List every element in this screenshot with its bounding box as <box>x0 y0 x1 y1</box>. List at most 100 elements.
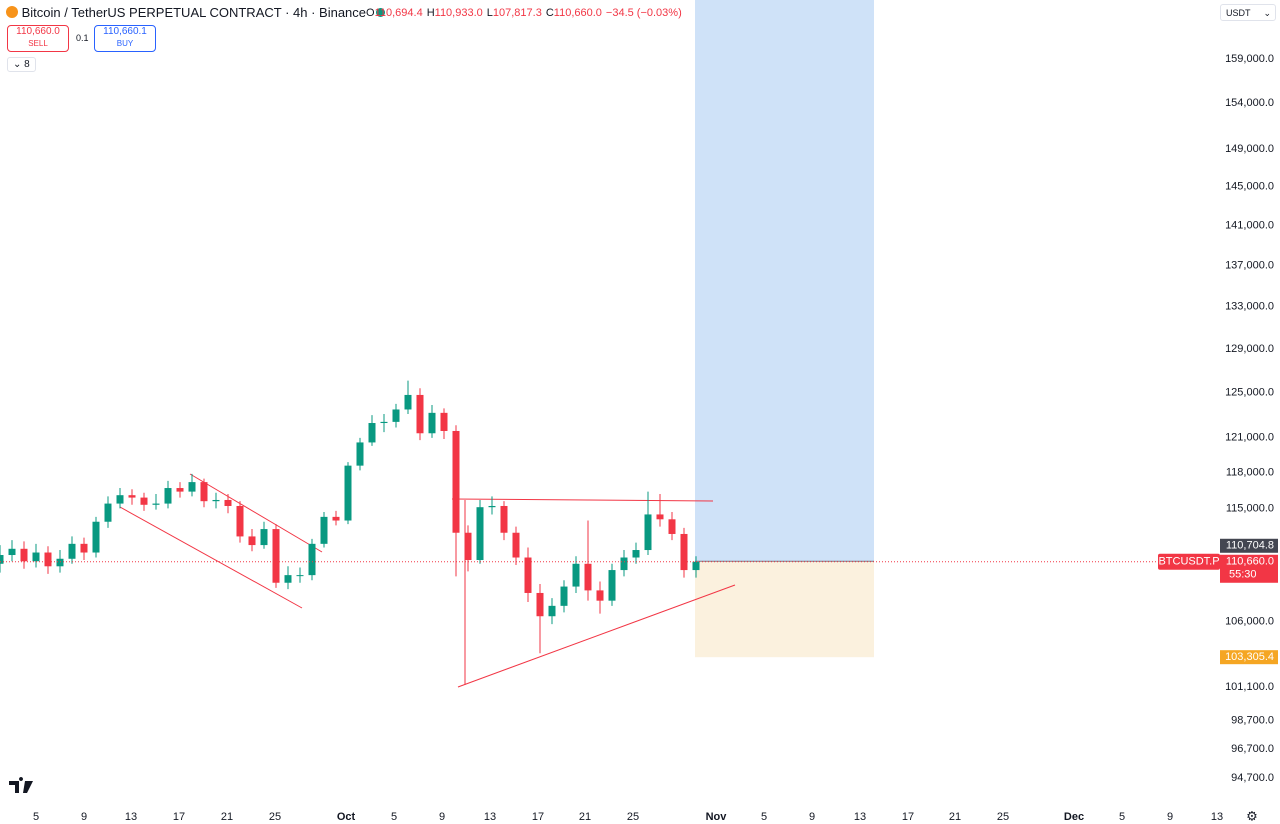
stop-zone <box>695 561 874 658</box>
candle-body <box>392 409 400 422</box>
candle-body <box>236 505 244 537</box>
candle-body <box>668 519 676 534</box>
candle-body <box>572 563 580 587</box>
candle-body <box>20 548 28 562</box>
x-tick-label: 21 <box>579 811 591 823</box>
settings-icon[interactable]: ⚙ <box>1246 808 1258 823</box>
ohlc-key: H <box>426 7 435 19</box>
candle-body <box>632 550 640 558</box>
ohlc-value: 107,817.3 <box>492 7 542 19</box>
x-tick-label: 25 <box>269 811 281 823</box>
stop-tag-box <box>1220 650 1278 665</box>
y-tick-label: 115,000.0 <box>1226 502 1274 514</box>
candle-body <box>212 499 220 502</box>
x-tick-label: 9 <box>1167 811 1173 823</box>
y-tick-label: 101,100.0 <box>1225 681 1274 693</box>
candle-body <box>164 488 172 504</box>
candle-body <box>80 543 88 553</box>
candle-body <box>128 495 136 498</box>
sell-label: SELL <box>28 39 48 48</box>
x-tick-label: 25 <box>627 811 639 823</box>
candle-body <box>416 394 424 434</box>
quantity[interactable]: 0.1 <box>76 33 89 43</box>
x-tick-label: 5 <box>33 811 39 823</box>
target-zone <box>695 0 874 562</box>
x-tick-label: 5 <box>761 811 767 823</box>
candle-body <box>332 516 340 521</box>
x-tick-label: Dec <box>1064 811 1084 823</box>
buy-button[interactable]: 110,660.1 BUY <box>94 25 156 52</box>
candle-body <box>512 532 520 558</box>
candle-body <box>116 495 124 504</box>
time-axis <box>0 800 1218 824</box>
y-tick-label: 94,700.0 <box>1231 772 1274 784</box>
candle-body <box>152 503 160 505</box>
ohlc-key: C <box>545 7 554 19</box>
candle-body <box>584 563 592 591</box>
candle-body <box>8 548 16 556</box>
x-tick-label: 17 <box>902 811 914 823</box>
candle-body <box>200 482 208 502</box>
entry-tag: 110,704.8 <box>1226 540 1274 552</box>
candle-body <box>488 505 496 508</box>
sell-price: 110,660.0 <box>16 26 60 37</box>
x-tick-label: 5 <box>391 811 397 823</box>
tv-logo <box>9 777 33 793</box>
candle-body <box>548 605 556 617</box>
candle-body <box>608 570 616 601</box>
candle-body <box>296 575 304 577</box>
candle-body <box>320 516 328 544</box>
symbol-logo <box>6 6 18 18</box>
candle-body <box>620 557 628 571</box>
currency-select[interactable]: USDT ⌄ <box>1220 4 1276 21</box>
candle-body <box>356 442 364 466</box>
candle-body <box>440 412 448 431</box>
market-status <box>375 8 385 17</box>
sell-button[interactable]: 110,660.0 SELL <box>7 25 69 52</box>
candle-body <box>248 536 256 546</box>
trendline <box>451 498 714 502</box>
trendline <box>189 473 323 553</box>
y-tick-label: 96,700.0 <box>1231 743 1274 755</box>
y-tick-label: 133,000.0 <box>1225 301 1274 313</box>
last-price-box <box>1220 554 1278 583</box>
trendline <box>119 506 303 609</box>
y-tick-label: 106,000.0 <box>1225 615 1274 627</box>
candle-body <box>32 552 40 562</box>
ohlc-value: 110,694.4 <box>374 7 423 19</box>
x-tick-label: 9 <box>81 811 87 823</box>
y-tick-label: 159,000.0 <box>1225 53 1274 65</box>
trendlines <box>119 473 736 688</box>
candle-body <box>0 555 4 564</box>
candle-body <box>524 557 532 593</box>
indicator-count: 8 <box>24 59 30 70</box>
x-tick-label: 17 <box>173 811 185 823</box>
candle-body <box>500 505 508 533</box>
symbol-name: Bitcoin / TetherUS PERPETUAL CONTRACT · … <box>21 5 367 20</box>
currency: USDT <box>1226 8 1251 18</box>
x-tick-label: 13 <box>125 811 137 823</box>
indicators-toggle[interactable]: ⌄ 8 <box>7 57 36 72</box>
candle-body <box>260 529 268 546</box>
candle-body <box>404 394 412 410</box>
y-tick-label: 118,000.0 <box>1226 467 1274 479</box>
x-tick-label: 5 <box>1119 811 1125 823</box>
y-tick-label: 125,000.0 <box>1225 387 1274 399</box>
countdown: 55:30 <box>1229 569 1257 581</box>
last-price-tag: 110,660.0 <box>1226 556 1274 568</box>
x-tick-label: 21 <box>949 811 961 823</box>
x-tick-label: 13 <box>1211 811 1223 823</box>
candle-body <box>308 543 316 576</box>
candle-body <box>428 412 436 434</box>
ohlc-key: L <box>486 7 493 19</box>
symbol-tag: BTCUSDT.P <box>1158 556 1219 568</box>
candle-body <box>104 503 112 522</box>
candle-body <box>464 532 472 561</box>
x-tick-label: 25 <box>997 811 1009 823</box>
x-tick-label: Nov <box>706 811 728 823</box>
ohlc-value: 110,660.0 <box>553 7 602 19</box>
x-tick-label: 17 <box>532 811 544 823</box>
candle-body <box>380 421 388 424</box>
